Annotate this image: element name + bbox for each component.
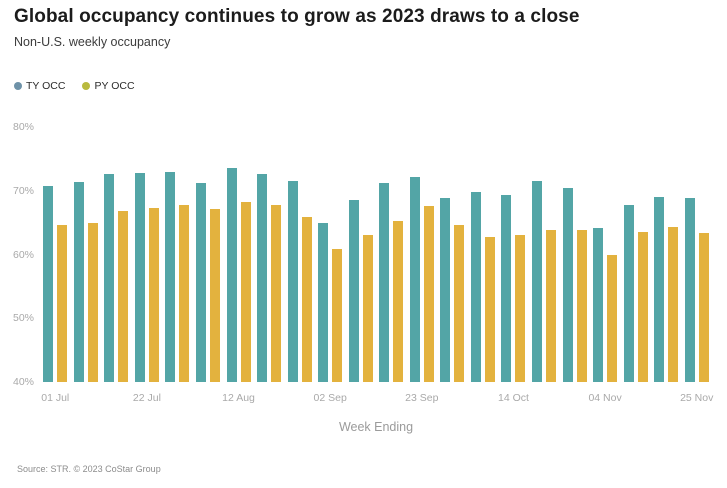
bar-group [681,127,712,382]
bar-group [590,127,621,382]
x-tick-label: 02 Sep [313,392,347,404]
bar-group [284,127,315,382]
bar-ty-occ [501,195,512,382]
bar-ty-occ [318,222,329,382]
legend-item-ty-occ: TY OCC [14,80,65,92]
bar-py-occ [57,224,68,382]
bar-group [468,127,499,382]
bar-group [559,127,590,382]
y-tick-label: 70% [12,184,34,197]
bar-py-occ [423,206,434,382]
chart-title: Global occupancy continues to grow as 20… [14,6,580,27]
bar-group [376,127,407,382]
bar-group [651,127,682,382]
bar-py-occ [637,231,648,382]
x-tick-label: 12 Aug [222,392,255,404]
source-note: Source: STR. © 2023 CoStar Group [17,464,161,474]
bar-ty-occ [257,173,268,382]
bar-group [529,127,560,382]
bar-group [345,127,376,382]
bar-group [620,127,651,382]
bar-ty-occ [440,198,451,382]
bar-ty-occ [379,183,390,382]
bar-py-occ [332,249,343,382]
bar-ty-occ [287,180,298,382]
bar-py-occ [607,254,618,382]
bar-group [498,127,529,382]
y-tick-label: 80% [12,121,34,133]
py-occ-legend-dot-icon [82,82,91,90]
bar-ty-occ [654,197,665,382]
legend-item-py-occ: PY OCC [82,80,135,92]
bar-py-occ [271,204,282,382]
legend-label-ty-occ: TY OCC [26,80,66,92]
x-tick-label: 14 Oct [497,392,529,404]
bar-group [254,127,285,382]
x-tick-label: 23 Sep [405,392,439,404]
bar-group [40,127,71,382]
bar-py-occ [454,225,465,382]
bar-ty-occ [165,171,176,382]
y-tick-label: 60% [12,248,34,261]
x-axis-title: Week Ending [338,420,414,434]
bar-py-occ [362,235,373,382]
bar-ty-occ [470,192,481,382]
bar-ty-occ [73,182,84,382]
bar-py-occ [393,220,404,382]
bar-py-occ [118,210,129,382]
bar-ty-occ [104,174,115,382]
bar-ty-occ [623,204,634,382]
bar-py-occ [148,207,159,382]
bar-group [101,127,132,382]
bar-ty-occ [684,197,695,382]
plot-area [40,127,712,382]
bar-ty-occ [562,188,573,382]
bar-group [315,127,346,382]
bar-py-occ [240,201,251,382]
bar-ty-occ [226,168,237,382]
bar-py-occ [515,235,526,382]
bar-py-occ [484,237,495,382]
bar-ty-occ [348,200,359,382]
chart-subtitle: Non-U.S. weekly occupancy [14,35,171,49]
bar-ty-occ [532,181,543,382]
x-tick-label: 04 Nov [588,392,622,404]
legend-label-py-occ: PY OCC [94,80,135,92]
bar-group [193,127,224,382]
bar-group [223,127,254,382]
bars-container [40,127,712,382]
bar-py-occ [698,233,709,382]
y-tick-label: 40% [12,376,34,388]
x-tick-label: 22 Jul [132,392,161,404]
bar-py-occ [668,227,679,382]
bar-ty-occ [134,172,145,382]
bar-group [71,127,102,382]
bar-py-occ [87,222,98,382]
x-tick-label: 25 Nov [680,392,714,404]
bar-py-occ [179,204,190,382]
bar-py-occ [546,230,557,382]
bar-py-occ [210,208,220,382]
bar-group [132,127,163,382]
bar-group [162,127,193,382]
bar-ty-occ [409,176,420,382]
bar-group [407,127,438,382]
bar-ty-occ [43,185,54,382]
x-tick-label: 01 Jul [41,392,70,404]
bar-ty-occ [196,183,206,382]
ty-occ-legend-dot-icon [14,82,22,90]
bar-py-occ [576,230,587,382]
legend: TY OCC PY OCC [14,80,135,92]
y-tick-label: 50% [12,312,34,325]
bar-group [437,127,468,382]
bar-ty-occ [593,227,604,382]
bar-py-occ [301,216,312,382]
